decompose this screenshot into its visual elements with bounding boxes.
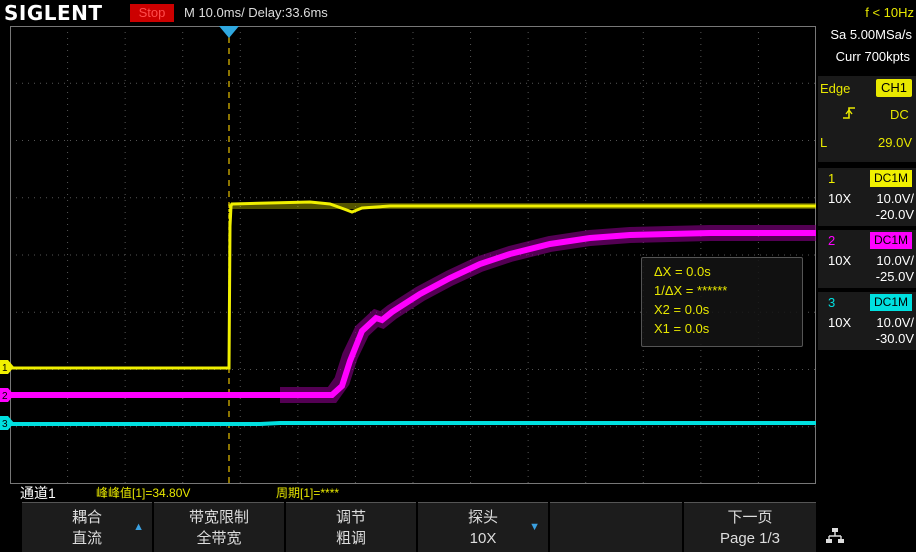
svg-text:3: 3 [2, 419, 8, 430]
softkey-adjust[interactable]: 调节 粗调 [286, 502, 416, 552]
sample-rate: Sa 5.00MSa/s [830, 27, 912, 42]
ch3-offset: -30.0V [875, 331, 914, 346]
ch1-probe: 10X [828, 191, 852, 206]
ch2-coupling-badge: DC1M [870, 232, 912, 249]
ch1-waveform [10, 200, 816, 370]
cursor-x1: X1 = 0.0s [654, 321, 710, 336]
softkey-adjust-title: 调节 [335, 509, 366, 526]
ch2-probe: 10X [828, 253, 852, 268]
ch2-offset: -25.0V [875, 269, 914, 284]
acquisition-panel[interactable]: Sa 5.00MSa/s Curr 700kpts [818, 26, 916, 66]
softkey-probe-value: 10X [469, 530, 497, 547]
ch1-offset: -20.0V [875, 207, 914, 222]
measurement-bar: 通道1 峰峰值[1]=34.80V 周期[1]=**** [0, 484, 916, 502]
trigger-position-marker-icon[interactable] [219, 26, 239, 40]
cursor-x2: X2 = 0.0s [654, 302, 710, 317]
softkey-next-page-value: Page 1/3 [719, 530, 781, 547]
run-stop-indicator[interactable]: Stop [130, 4, 174, 22]
cursor-delta-x: ΔX = 0.0s [654, 264, 711, 279]
softkey-coupling-value: 直流 [71, 530, 102, 547]
softkey-probe-title: 探头 [467, 509, 498, 526]
ch3-number: 3 [828, 295, 836, 310]
frequency-counter: f < 10Hz [865, 5, 914, 20]
svg-text:1: 1 [2, 363, 8, 374]
ch2-waveform [10, 230, 816, 398]
ch2-number: 2 [828, 233, 836, 248]
ch2-scale: 10.0V/ [876, 253, 914, 268]
softkey-adjust-value: 粗调 [335, 530, 366, 547]
ch3-waveform [10, 421, 816, 426]
softkey-next-page-title: 下一页 [727, 509, 773, 526]
grid-border [10, 26, 816, 484]
arrow-down-icon: ▼ [529, 521, 540, 533]
ch2-ground-marker-icon[interactable]: 2 [0, 388, 14, 402]
trigger-coupling: DC [890, 107, 909, 122]
ch3-panel[interactable]: 3 DC1M 10X 10.0V/ -30.0V [818, 292, 916, 350]
ch3-probe: 10X [828, 315, 852, 330]
network-icon [826, 528, 844, 543]
cursor-readout-panel: ΔX = 0.0s 1/ΔX = ****** X2 = 0.0s X1 = 0… [641, 257, 803, 347]
measure-period: 周期[1]=**** [276, 486, 340, 500]
softkey-empty[interactable] [550, 502, 682, 552]
softkey-coupling[interactable]: 耦合 直流 ▲ [22, 502, 152, 552]
ch3-scale: 10.0V/ [876, 315, 914, 330]
ch1-coupling-badge: DC1M [870, 170, 912, 187]
softkey-probe[interactable]: 探头 10X ▼ [418, 502, 548, 552]
softkey-bandwidth-limit[interactable]: 带宽限制 全带宽 [154, 502, 284, 552]
arrow-up-icon: ▲ [133, 521, 144, 533]
trigger-source-badge: CH1 [876, 79, 912, 97]
trigger-type: Edge [820, 81, 851, 96]
waveform-display[interactable] [10, 26, 816, 484]
trigger-level: 29.0V [878, 135, 912, 150]
svg-text:2: 2 [2, 391, 8, 402]
brand-logo: SIGLENT [4, 1, 103, 25]
measure-channel-label: 通道1 [20, 485, 56, 501]
cursor-inverse-delta-x: 1/ΔX = ****** [654, 283, 728, 298]
memory-depth: Curr 700kpts [835, 49, 910, 64]
ch1-panel[interactable]: 1 DC1M 10X 10.0V/ -20.0V [818, 168, 916, 226]
ch3-coupling-badge: DC1M [870, 294, 912, 311]
trigger-level-label: L [820, 135, 828, 150]
softkey-bandwidth-value: 全带宽 [196, 530, 242, 547]
ch3-ground-marker-icon[interactable]: 3 [0, 416, 14, 430]
softkey-next-page[interactable]: 下一页 Page 1/3 [684, 502, 816, 552]
measure-pkpk: 峰峰值[1]=34.80V [96, 486, 191, 500]
softkey-bandwidth-title: 带宽限制 [188, 509, 249, 526]
ch1-scale: 10.0V/ [876, 191, 914, 206]
timebase-readout[interactable]: M 10.0ms/ Delay:33.6ms [184, 5, 328, 20]
trigger-panel[interactable]: Edge CH1 DC L 29.0V [818, 76, 916, 162]
ch1-ground-marker-icon[interactable]: 1 [0, 360, 14, 374]
ch1-number: 1 [828, 171, 836, 186]
softkey-coupling-title: 耦合 [71, 509, 102, 526]
rising-edge-icon [843, 107, 855, 119]
ch2-panel[interactable]: 2 DC1M 10X 10.0V/ -25.0V [818, 230, 916, 288]
